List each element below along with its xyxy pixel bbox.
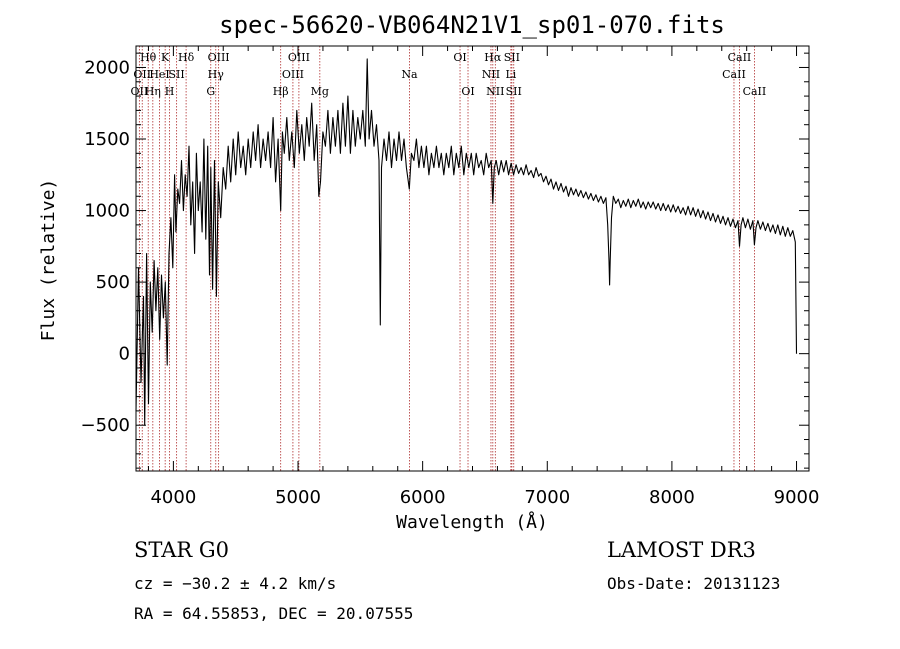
x-tick-label: 7000 bbox=[524, 487, 570, 508]
x-axis-ticks: 4000 5000 6000 7000 8000 9000 bbox=[147, 46, 820, 508]
chart-title: spec-56620-VB064N21V1_sp01-070.fits bbox=[219, 11, 725, 39]
line-marker-label: OI bbox=[461, 85, 474, 98]
survey-name: LAMOST DR3 bbox=[607, 538, 756, 562]
line-marker-label: CaII bbox=[728, 51, 752, 64]
line-marker-label: NII bbox=[482, 68, 500, 81]
line-marker-label: Hα bbox=[484, 51, 502, 64]
coordinates: RA = 64.55853, DEC = 20.07555 bbox=[134, 604, 414, 623]
x-tick-label: 5000 bbox=[275, 487, 321, 508]
line-marker-label: Mg bbox=[311, 85, 329, 98]
line-markers bbox=[138, 46, 755, 471]
line-marker-label: SII bbox=[504, 51, 520, 64]
line-marker-label: Hη bbox=[145, 85, 161, 98]
object-class: STAR G0 bbox=[134, 538, 230, 562]
line-marker-label: K bbox=[161, 51, 170, 64]
y-tick-label: 500 bbox=[96, 272, 130, 293]
y-tick-label: 0 bbox=[119, 344, 130, 365]
line-marker-label: OIII bbox=[282, 68, 304, 81]
y-tick-label: 1000 bbox=[84, 201, 130, 222]
line-marker-label: Li bbox=[505, 68, 516, 81]
line-marker-label: OII bbox=[131, 85, 149, 98]
line-marker-labels: OII OII Hθ Hη HeI K H SII Hδ G Hγ OIII Hβ OIII OIII Mg N… bbox=[131, 51, 767, 98]
y-tick-label: −500 bbox=[81, 415, 130, 436]
x-tick-label: 8000 bbox=[649, 487, 695, 508]
flux-series-line bbox=[135, 58, 798, 426]
line-marker-label: HeI bbox=[149, 68, 169, 81]
plot-frame bbox=[135, 45, 810, 472]
redshift-velocity: cz = −30.2 ± 4.2 km/s bbox=[134, 574, 337, 593]
line-marker-label: OIII bbox=[288, 51, 310, 64]
x-tick-label: 6000 bbox=[400, 487, 446, 508]
x-axis-label: Wavelength (Å) bbox=[396, 511, 548, 533]
line-marker-label: Na bbox=[401, 68, 418, 81]
line-marker-label: G bbox=[206, 85, 215, 98]
observation-date: Obs-Date: 20131123 bbox=[607, 574, 781, 593]
line-marker-label: CaII bbox=[743, 85, 767, 98]
line-marker-label: OIII bbox=[208, 51, 230, 64]
line-marker-label: Hθ bbox=[140, 51, 157, 64]
line-marker-label: OI bbox=[453, 51, 466, 64]
y-axis-ticks: −500 0 500 1000 1500 2000 bbox=[81, 52, 809, 469]
x-tick-label: 9000 bbox=[774, 487, 820, 508]
line-marker-label: Hγ bbox=[208, 68, 225, 81]
y-axis-label: Flux (relative) bbox=[38, 179, 59, 342]
line-marker-label: OII bbox=[133, 68, 151, 81]
y-tick-label: 1500 bbox=[84, 129, 130, 150]
line-marker-label: Hδ bbox=[178, 51, 195, 64]
x-tick-label: 4000 bbox=[150, 487, 196, 508]
line-marker-label: SII bbox=[506, 85, 522, 98]
line-marker-label: Hβ bbox=[273, 85, 289, 98]
line-marker-label: H bbox=[165, 85, 175, 98]
line-marker-label: CaII bbox=[722, 68, 746, 81]
line-marker-label: SII bbox=[169, 68, 185, 81]
line-marker-label: NII bbox=[486, 85, 504, 98]
y-tick-label: 2000 bbox=[84, 57, 130, 78]
